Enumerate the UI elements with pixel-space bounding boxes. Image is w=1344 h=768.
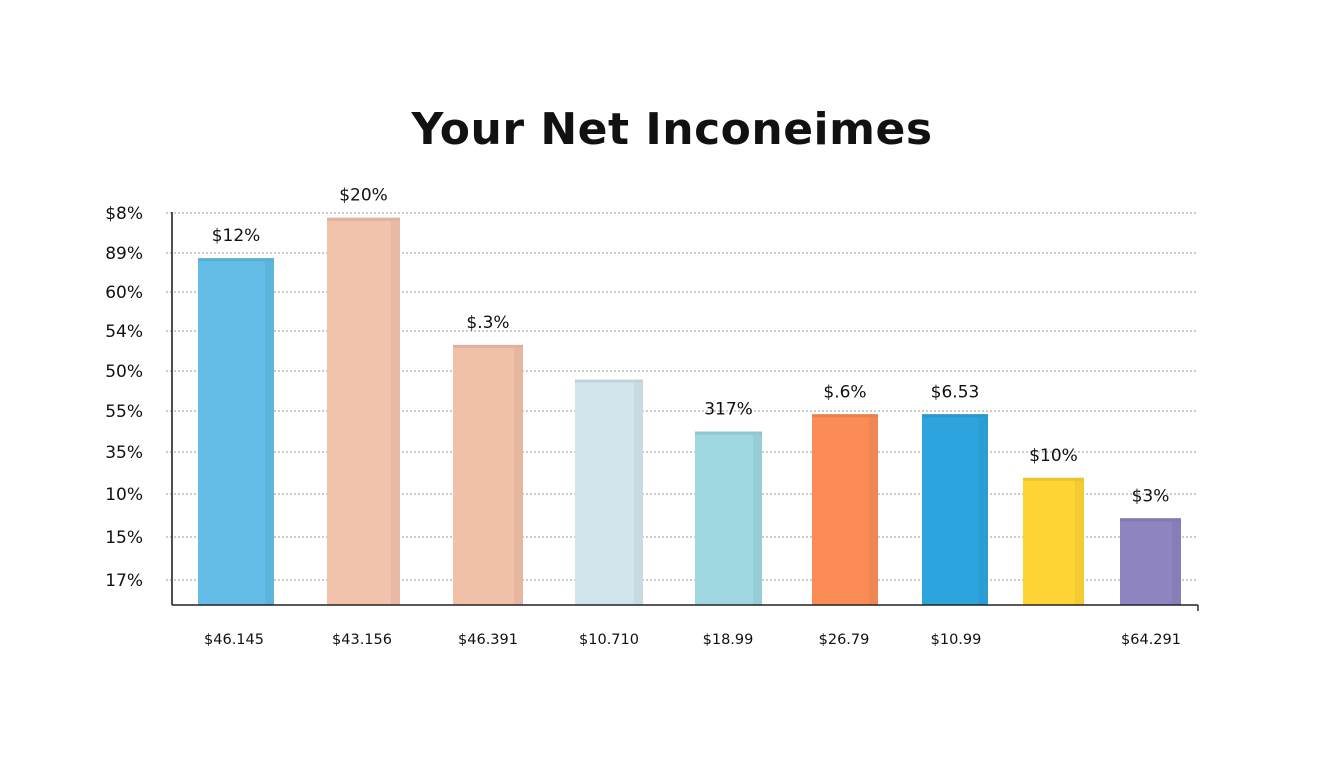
- bar-side-shade: [753, 431, 762, 605]
- bar-top-edge: [198, 258, 274, 262]
- bar-side-shade: [634, 379, 643, 605]
- value-label: $.6%: [823, 382, 866, 402]
- bar-top-edge: [922, 414, 988, 418]
- bar-side-shade: [391, 217, 400, 606]
- bar: [327, 217, 400, 606]
- x-tick-label: $18.99: [703, 632, 754, 648]
- y-tick-label: 35%: [105, 443, 143, 463]
- bar-side-shade: [869, 414, 878, 605]
- bar: [453, 344, 523, 605]
- labels: $8% 89% 60% 54% 50% 55% 35% 10% 15% 17% $12% $46.14…: [105, 186, 1181, 648]
- x-tick-label: $46.145: [204, 632, 264, 648]
- bar-top-edge: [453, 344, 523, 348]
- x-tick-label: $64.291: [1121, 632, 1181, 648]
- x-tick-label: $10.99: [931, 632, 982, 648]
- x-tick-label: $10.710: [579, 632, 639, 648]
- y-tick-label: 54%: [105, 322, 143, 342]
- y-tick-label: 55%: [105, 402, 143, 422]
- y-tick-label: 50%: [105, 362, 143, 382]
- bar-top-edge: [327, 217, 400, 221]
- bars: [198, 217, 1181, 606]
- bar-top-edge: [1120, 518, 1181, 522]
- value-label: $6.53: [931, 382, 980, 402]
- bar-top-edge: [812, 414, 878, 418]
- y-tick-label: 10%: [105, 485, 143, 505]
- y-tick-label: 89%: [105, 244, 143, 264]
- y-tick-label: 60%: [105, 283, 143, 303]
- bar: [695, 431, 762, 605]
- bar-top-edge: [695, 431, 762, 435]
- value-label: $.3%: [466, 313, 509, 333]
- y-tick-label: $8%: [105, 204, 143, 224]
- value-label: $20%: [339, 186, 388, 206]
- x-tick-label: $43.156: [332, 632, 392, 648]
- bar: [1023, 477, 1084, 605]
- value-label: $3%: [1132, 486, 1170, 506]
- x-tick-label: $46.391: [458, 632, 518, 648]
- bar: [575, 379, 643, 605]
- bar-side-shade: [1075, 477, 1084, 605]
- bar: [1120, 518, 1181, 605]
- bar: [198, 258, 274, 605]
- value-label: $10%: [1029, 446, 1078, 466]
- chart-title: Your Net Inconeimes: [411, 104, 933, 155]
- bar-side-shade: [1172, 518, 1181, 605]
- value-label: $12%: [212, 226, 261, 246]
- bar: [812, 414, 878, 605]
- bar: [922, 414, 988, 605]
- axes: [171, 212, 1199, 611]
- bar-top-edge: [575, 379, 643, 383]
- x-tick-label: $26.79: [819, 632, 870, 648]
- bar-side-shade: [265, 258, 274, 605]
- bar-side-shade: [979, 414, 988, 605]
- bar-top-edge: [1023, 477, 1084, 481]
- bar-side-shade: [514, 344, 523, 605]
- y-tick-label: 15%: [105, 528, 143, 548]
- value-label: 317%: [704, 400, 753, 420]
- y-tick-label: 17%: [105, 571, 143, 591]
